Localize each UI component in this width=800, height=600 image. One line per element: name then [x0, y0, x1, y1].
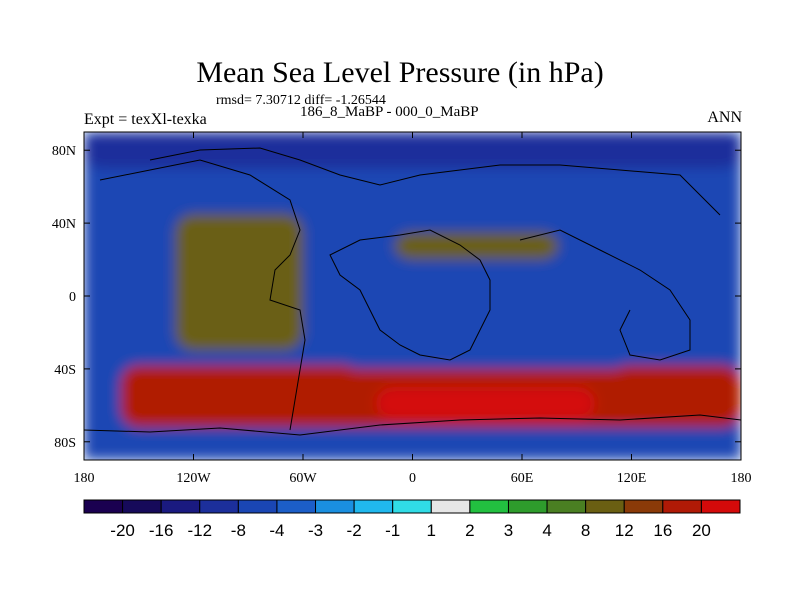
- x-tick-label: 0: [409, 471, 416, 486]
- colorbar-box: [430, 499, 471, 514]
- stats-line: rmsd= 7.30712 diff= -1.26544: [216, 93, 386, 108]
- colorbar-box: [469, 499, 509, 514]
- colorbar-label: 3: [504, 521, 513, 540]
- colorbar-box: [353, 499, 394, 514]
- colorbar-label: 2: [465, 521, 474, 540]
- colorbar-label: -2: [347, 521, 362, 540]
- colorbar-box: [623, 499, 664, 514]
- pressure-field: [84, 132, 741, 460]
- y-tick-label: 40N: [52, 217, 76, 232]
- y-tick-label: 0: [69, 290, 76, 305]
- colorbar-box: [315, 499, 355, 514]
- x-tick-label: 60E: [511, 471, 534, 486]
- colorbar-label: 16: [653, 521, 672, 540]
- colorbar-label: 4: [542, 521, 551, 540]
- x-tick-label: 60W: [289, 471, 317, 486]
- x-tick-label: 120E: [617, 471, 647, 486]
- field-region-north-polar-low: [84, 132, 741, 169]
- field-region-interior-high-band: [394, 232, 559, 260]
- coastline-central-landmass: [329, 229, 491, 361]
- experiment-label: Expt = texXl-texka: [84, 111, 207, 128]
- period-label: ANN: [707, 109, 742, 126]
- colorbar-label: -12: [187, 521, 212, 540]
- x-tick-label: 120W: [176, 471, 211, 486]
- colorbar-box: [662, 499, 702, 514]
- colorbar-label: -4: [269, 521, 284, 540]
- colorbar-label: -1: [385, 521, 400, 540]
- x-tick-label: 180: [731, 471, 752, 486]
- colorbar-label: 8: [581, 521, 590, 540]
- y-axis: 80N 40N 0 40S 80S: [52, 144, 741, 451]
- x-axis: 180 120W 60W 0 60E 120E 180: [74, 132, 752, 486]
- colorbar-box: [83, 499, 124, 514]
- colorbar-box: [700, 499, 741, 514]
- x-tick-label: 180: [74, 471, 95, 486]
- colorbar-label: -20: [110, 521, 135, 540]
- field-region-south-ocean-peak: [376, 387, 595, 420]
- colorbar-label: 1: [427, 521, 436, 540]
- colorbar-label: -3: [308, 521, 323, 540]
- y-tick-label: 80N: [52, 144, 76, 159]
- colorbar-label: 20: [692, 521, 711, 540]
- field-region-west-central-high: [175, 214, 303, 351]
- chart-title: Mean Sea Level Pressure (in hPa): [196, 56, 604, 89]
- colorbar-box: [122, 499, 162, 514]
- colorbar-label: 12: [615, 521, 634, 540]
- y-tick-label: 40S: [54, 363, 76, 378]
- colorbar: -20 -16 -12 -8 -4 -3 -2 -1 1 2 3 4 8 12 16 20: [83, 499, 741, 540]
- colorbar-box: [546, 499, 587, 514]
- coastlines: [84, 147, 741, 436]
- colorbar-box: [199, 499, 239, 514]
- y-tick-label: 80S: [54, 436, 76, 451]
- colorbar-box: [276, 499, 317, 514]
- colorbar-box: [585, 499, 625, 514]
- coastline-east-landmass: [519, 229, 691, 361]
- colorbar-box: [392, 499, 432, 514]
- colorbar-label: -16: [149, 521, 174, 540]
- coastline-southern-landmass: [84, 414, 741, 436]
- comparison-label: 186_8_MaBP - 000_0_MaBP: [300, 104, 479, 120]
- colorbar-label: -8: [231, 521, 246, 540]
- coastline-west-continent: [99, 159, 306, 431]
- colorbar-box: [237, 499, 278, 514]
- colorbar-box: [160, 499, 201, 514]
- colorbar-box: [507, 499, 548, 514]
- coastline-north-landmass: [149, 147, 721, 216]
